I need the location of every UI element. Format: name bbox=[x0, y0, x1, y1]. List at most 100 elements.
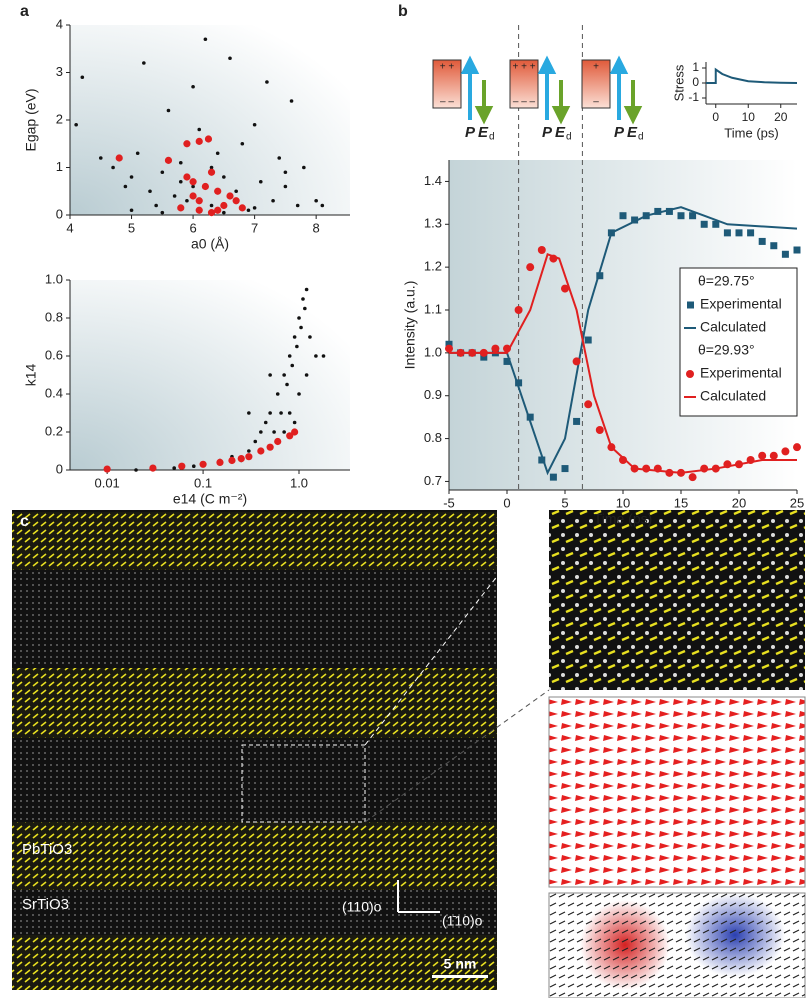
y-tick-label: 0.7 bbox=[424, 473, 442, 488]
point bbox=[183, 173, 191, 181]
marker bbox=[515, 379, 523, 387]
point bbox=[160, 170, 165, 175]
panel-letter: a bbox=[20, 3, 29, 20]
x-tick-label: 25 bbox=[790, 495, 804, 510]
y-axis-label: Intensity (a.u.) bbox=[402, 281, 418, 370]
marker bbox=[526, 263, 535, 272]
point bbox=[291, 428, 299, 436]
point bbox=[207, 168, 216, 176]
point bbox=[228, 56, 232, 61]
layer-label: PbTiO3 bbox=[22, 841, 72, 858]
x-axis-label: Time (ps) bbox=[594, 511, 653, 527]
point bbox=[297, 392, 301, 396]
marker bbox=[769, 451, 778, 460]
polarization-box bbox=[509, 59, 539, 109]
point bbox=[268, 373, 272, 377]
point bbox=[166, 108, 171, 113]
arrow-down bbox=[623, 80, 643, 125]
marker bbox=[758, 237, 766, 245]
y-tick-label: 1.0 bbox=[424, 344, 442, 359]
point bbox=[238, 204, 246, 212]
point bbox=[246, 208, 251, 213]
point bbox=[287, 354, 292, 358]
legend-label: Experimental bbox=[700, 365, 782, 381]
y-tick-label: 4 bbox=[56, 16, 63, 31]
y-tick-label: 2 bbox=[56, 111, 63, 126]
point bbox=[154, 203, 158, 208]
point bbox=[252, 122, 257, 127]
point bbox=[209, 165, 214, 170]
charge-label: + bbox=[593, 62, 599, 73]
marker bbox=[584, 336, 592, 344]
marker bbox=[688, 473, 697, 482]
point bbox=[265, 80, 269, 84]
legend-marker bbox=[687, 301, 694, 309]
x-axis-label: a0 (Å) bbox=[191, 236, 229, 252]
point bbox=[195, 206, 203, 214]
x-axis-label: e14 (C m⁻²) bbox=[173, 491, 247, 507]
marker bbox=[445, 340, 453, 348]
y-axis-label: k14 bbox=[23, 364, 39, 387]
point bbox=[247, 411, 251, 415]
point bbox=[191, 84, 195, 89]
point bbox=[295, 203, 300, 208]
polarization-box bbox=[432, 59, 462, 109]
point bbox=[259, 430, 263, 434]
plot-background bbox=[70, 25, 350, 215]
x-tick-label: 10 bbox=[616, 495, 630, 510]
y-tick-label: 1.0 bbox=[45, 271, 63, 286]
legend bbox=[679, 267, 798, 417]
x-tick-label: 8 bbox=[313, 220, 320, 235]
point bbox=[134, 468, 138, 472]
marker bbox=[537, 246, 546, 254]
marker bbox=[584, 400, 593, 409]
point bbox=[191, 464, 196, 469]
marker bbox=[619, 212, 627, 220]
marker bbox=[619, 456, 627, 464]
point bbox=[160, 210, 165, 215]
y-tick-label: 1.2 bbox=[424, 259, 442, 274]
point bbox=[74, 122, 78, 127]
point bbox=[268, 411, 272, 415]
point bbox=[189, 178, 197, 186]
point bbox=[222, 175, 226, 179]
line bbox=[449, 252, 797, 474]
point bbox=[257, 447, 265, 455]
point bbox=[103, 465, 111, 473]
point bbox=[222, 210, 226, 215]
arrow-up bbox=[609, 55, 629, 120]
marker bbox=[538, 456, 546, 464]
marker bbox=[573, 417, 581, 425]
point bbox=[304, 373, 309, 377]
x-tick-label: 0 bbox=[712, 110, 719, 124]
point bbox=[164, 156, 173, 164]
point bbox=[240, 141, 245, 146]
point bbox=[274, 437, 282, 446]
x-tick-label: 5 bbox=[128, 220, 135, 235]
y-tick-label: 0.9 bbox=[424, 387, 442, 402]
point bbox=[201, 182, 209, 191]
x-tick-label: 10 bbox=[742, 110, 756, 124]
point bbox=[292, 420, 297, 425]
y-tick-label: 0.4 bbox=[45, 385, 63, 400]
marker bbox=[793, 246, 801, 254]
y-tick-label: 0.8 bbox=[45, 309, 63, 324]
marker bbox=[491, 344, 500, 353]
schematic-label: E bbox=[555, 124, 566, 141]
y-tick-label: 3 bbox=[56, 64, 63, 79]
point bbox=[195, 197, 203, 205]
marker bbox=[631, 216, 639, 224]
charge-label: – – bbox=[440, 97, 454, 108]
point bbox=[283, 170, 288, 175]
arrow-down bbox=[474, 80, 494, 125]
y-tick-label: 0.6 bbox=[45, 347, 63, 362]
panel-letter: c bbox=[20, 513, 29, 530]
point bbox=[247, 449, 251, 453]
x-tick-label: 4 bbox=[66, 220, 73, 235]
point bbox=[321, 354, 326, 358]
charge-label: – – – bbox=[513, 97, 536, 108]
schematic-label: E bbox=[627, 124, 638, 141]
point bbox=[123, 184, 128, 189]
x-tick-label: 5 bbox=[561, 495, 568, 510]
point bbox=[283, 184, 288, 189]
